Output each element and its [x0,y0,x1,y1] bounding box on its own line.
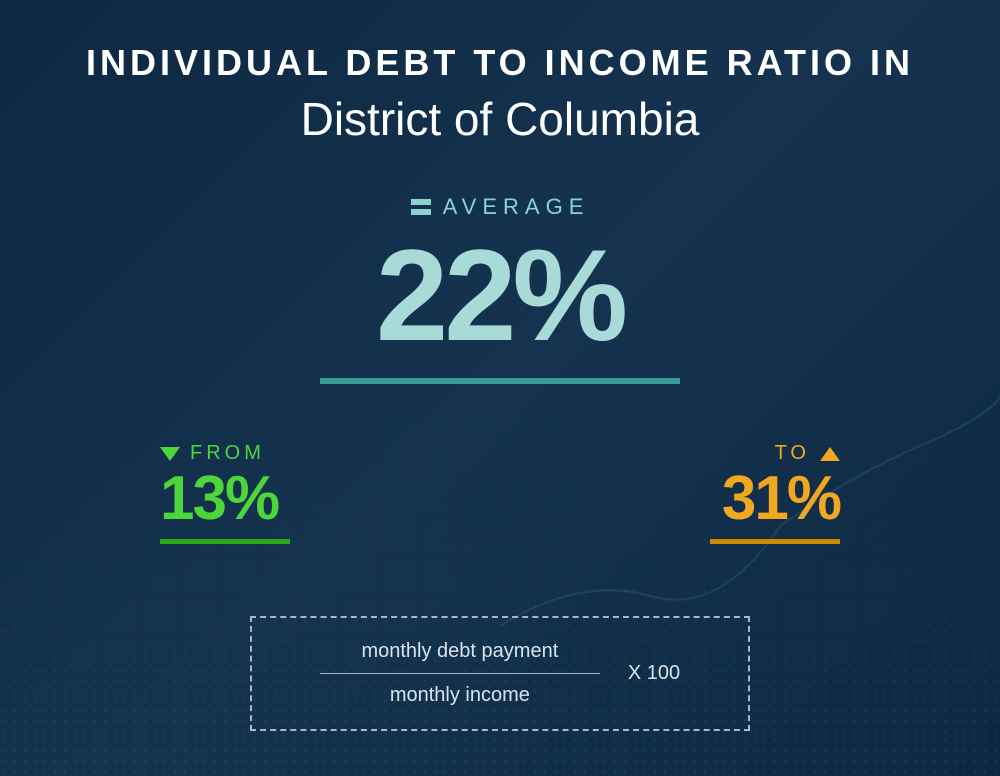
from-label: FROM [190,442,265,465]
formula-numerator: monthly debt payment [361,640,558,663]
average-section: AVERAGE 22% [320,194,680,384]
triangle-up-icon [820,447,840,461]
formula-divider [320,673,600,674]
from-value: 13% [160,465,290,533]
from-underline [160,539,290,544]
to-label: TO [775,442,810,465]
triangle-down-icon [160,447,180,461]
title-line-1: INDIVIDUAL DEBT TO INCOME RATIO IN [0,42,1000,84]
average-underline [320,378,680,384]
from-section: FROM 13% [160,442,290,544]
formula-box: monthly debt payment monthly income X 10… [250,616,750,731]
to-value: 31% [710,465,840,533]
to-section: TO 31% [710,442,840,544]
average-label: AVERAGE [443,194,590,220]
formula-multiplier: X 100 [628,662,680,685]
to-underline [710,539,840,544]
formula-denominator: monthly income [390,684,530,707]
title-line-2: District of Columbia [0,92,1000,146]
equals-icon [411,199,431,215]
average-value: 22% [320,230,680,360]
